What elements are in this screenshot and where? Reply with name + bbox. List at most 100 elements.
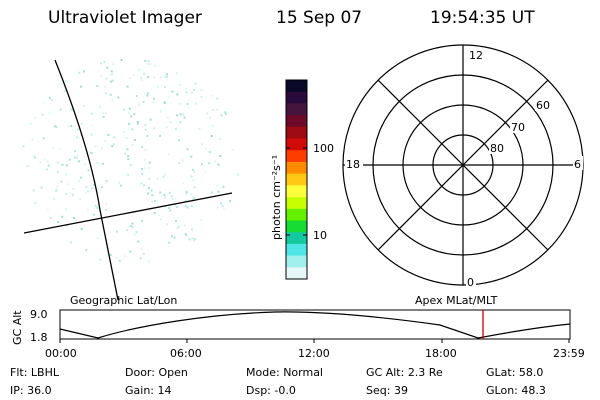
emission-pixel bbox=[96, 161, 99, 164]
status-mode: Mode: Normal bbox=[246, 366, 323, 379]
emission-pixel bbox=[104, 139, 107, 142]
colorbar-tick-10: 10 bbox=[313, 229, 327, 242]
emission-pixel bbox=[216, 108, 219, 111]
emission-pixel bbox=[111, 63, 114, 66]
emission-pixel bbox=[85, 185, 88, 188]
emission-pixel bbox=[139, 257, 142, 260]
emission-pixel bbox=[94, 204, 97, 207]
emission-pixel bbox=[169, 121, 172, 123]
emission-pixel bbox=[204, 170, 207, 173]
emission-pixel bbox=[90, 124, 93, 127]
emission-pixel bbox=[109, 93, 112, 96]
colorbar-cell bbox=[286, 115, 307, 128]
emission-pixel bbox=[110, 73, 113, 76]
status-gain: Gain: 14 bbox=[125, 384, 172, 397]
emission-pixel bbox=[85, 248, 88, 251]
x-tick-1200: 12:00 bbox=[298, 347, 330, 360]
emission-pixel bbox=[156, 177, 159, 180]
emission-pixel bbox=[53, 198, 56, 200]
emission-pixel bbox=[96, 85, 99, 87]
emission-pixel bbox=[86, 208, 89, 211]
emission-pixel bbox=[111, 99, 114, 102]
emission-pixel bbox=[154, 200, 157, 202]
emission-pixel bbox=[106, 66, 109, 69]
emission-pixel bbox=[85, 192, 87, 195]
emission-pixel bbox=[126, 148, 129, 151]
emission-pixel bbox=[217, 190, 220, 193]
emission-pixel bbox=[206, 112, 208, 115]
emission-pixel bbox=[200, 218, 203, 221]
colorbar: 100 10 photon cm⁻²s⁻¹ bbox=[270, 79, 334, 280]
emission-pixel bbox=[179, 121, 182, 124]
emission-pixel bbox=[73, 217, 75, 219]
emission-pixel bbox=[127, 174, 130, 177]
emission-pixel bbox=[119, 184, 122, 187]
emission-pixel bbox=[105, 203, 108, 206]
emission-pixel bbox=[103, 86, 106, 89]
emission-pixel bbox=[178, 162, 181, 164]
emission-pixel bbox=[46, 160, 49, 163]
emission-pixel bbox=[135, 95, 138, 97]
emission-pixel bbox=[80, 228, 83, 230]
status-dsp: Dsp: -0.0 bbox=[246, 384, 296, 397]
colorbar-cell bbox=[286, 80, 307, 93]
emission-pixel bbox=[129, 164, 132, 167]
emission-pixel bbox=[148, 177, 151, 180]
emission-pixel bbox=[154, 64, 157, 67]
emission-pixel bbox=[132, 74, 135, 77]
mlt-label-0: 0 bbox=[467, 276, 474, 289]
colorbar-cell bbox=[286, 150, 307, 163]
emission-pixel bbox=[148, 161, 151, 164]
emission-pixel bbox=[165, 74, 168, 77]
emission-pixel bbox=[73, 156, 76, 159]
emission-pixel bbox=[65, 80, 67, 82]
emission-pixel bbox=[65, 193, 68, 196]
emission-pixel bbox=[153, 212, 156, 215]
emission-pixel bbox=[130, 115, 133, 118]
emission-pixel bbox=[182, 113, 185, 116]
emission-pixel bbox=[43, 158, 46, 161]
emission-pixel bbox=[140, 182, 143, 185]
emission-pixel bbox=[166, 76, 168, 78]
emission-pixel bbox=[136, 121, 139, 123]
emission-pixel bbox=[153, 76, 156, 79]
emission-pixel bbox=[64, 208, 67, 211]
emission-pixel bbox=[72, 188, 75, 190]
emission-pixel bbox=[138, 69, 141, 72]
emission-pixel bbox=[54, 125, 57, 128]
emission-pixel bbox=[184, 205, 187, 208]
emission-pixel bbox=[102, 112, 105, 114]
emission-pixel bbox=[103, 61, 106, 64]
emission-pixel bbox=[182, 182, 185, 185]
colorbar-tick-100: 100 bbox=[313, 142, 334, 155]
y-tick-9: 9.0 bbox=[30, 308, 48, 321]
emission-pixel bbox=[32, 189, 35, 192]
emission-pixel bbox=[141, 167, 143, 170]
emission-pixel bbox=[191, 228, 193, 231]
emission-pixel bbox=[61, 215, 64, 218]
emission-pixel bbox=[76, 128, 79, 131]
emission-pixel bbox=[217, 163, 220, 166]
emission-pixel bbox=[193, 170, 196, 173]
emission-pixel bbox=[60, 180, 63, 183]
instrument-title: Ultraviolet Imager bbox=[48, 8, 202, 28]
emission-pixel bbox=[138, 104, 141, 107]
emission-pixel bbox=[186, 148, 189, 151]
emission-pixel bbox=[34, 116, 37, 119]
emission-pixel bbox=[29, 122, 32, 125]
emission-pixel bbox=[82, 70, 85, 73]
emission-pixel bbox=[48, 96, 51, 99]
emission-pixel bbox=[144, 148, 147, 151]
emission-pixel bbox=[65, 164, 68, 167]
emission-pixel bbox=[190, 91, 193, 94]
emission-pixel bbox=[99, 105, 101, 108]
emission-pixel bbox=[201, 163, 203, 166]
status-flt: Flt: LBHL bbox=[10, 366, 59, 379]
emission-pixel bbox=[189, 193, 192, 196]
emission-pixel bbox=[80, 122, 83, 125]
emission-pixel bbox=[177, 225, 180, 228]
lat-label-80: 80 bbox=[490, 142, 504, 155]
status-seq: Seq: 39 bbox=[366, 384, 408, 397]
emission-pixel bbox=[191, 237, 194, 240]
emission-pixel bbox=[115, 256, 118, 259]
